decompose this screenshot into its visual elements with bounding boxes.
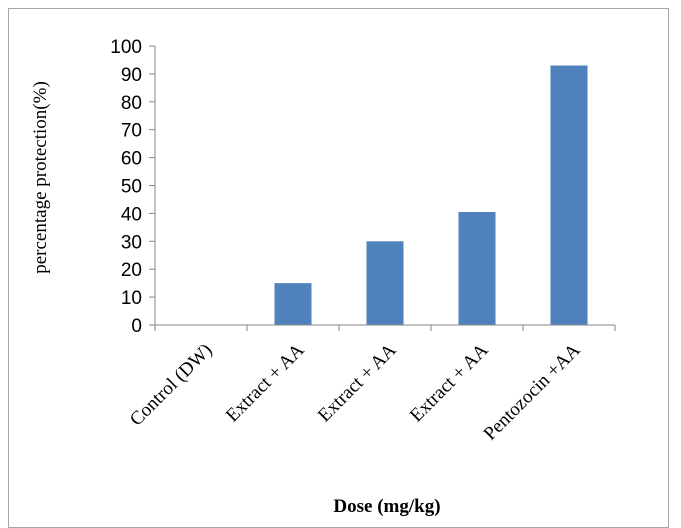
y-tick-label: 70 [121,121,142,142]
y-axis-title: percentage protection(%) [30,81,51,274]
y-tick-label: 10 [121,288,142,309]
x-axis-tick-labels: Control (DW) Extract + AA Extract + AA Extr… [126,339,585,444]
x-axis-title: Dose (mg/kg) [333,496,440,517]
y-axis-tick-labels: 0 10 20 30 40 50 60 70 80 90 100 [110,37,142,337]
x-tick-label: Extract + AA [314,339,401,426]
y-axis-ticks [149,45,155,326]
y-tick-label: 90 [121,65,142,86]
y-tick-label: 40 [121,204,142,225]
x-tick-label: Control (DW) [126,340,217,431]
y-tick-label: 50 [121,177,142,198]
x-tick-label: Extract + AA [222,339,309,426]
y-tick-label: 80 [121,93,142,114]
y-tick-label: 60 [121,149,142,170]
y-tick-label: 100 [110,37,142,58]
bar [550,65,588,325]
x-tick-label: Pentozocin +AA [480,339,585,444]
bar [366,241,404,325]
bar [274,283,312,325]
bar [458,212,496,325]
y-tick-label: 0 [131,316,142,337]
y-tick-label: 30 [121,232,142,253]
x-tick-label: Extract + AA [406,339,493,426]
x-axis-ticks [154,325,616,331]
bars [274,65,588,325]
y-tick-label: 20 [121,260,142,281]
